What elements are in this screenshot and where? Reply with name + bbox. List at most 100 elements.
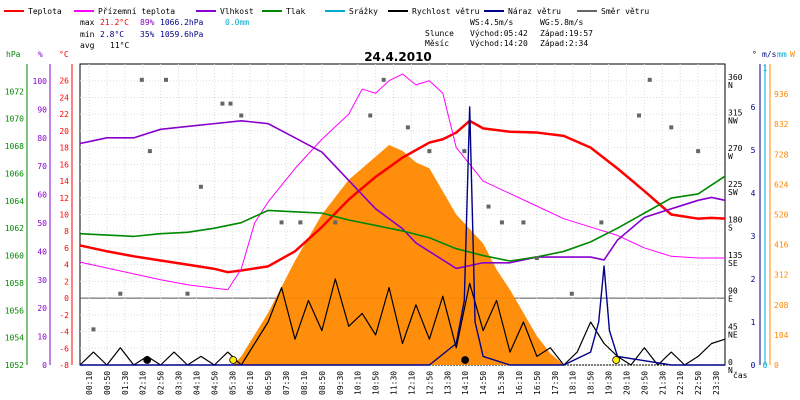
pressure-tick-label: 1060 bbox=[5, 252, 24, 261]
temp-tick-label: 12 bbox=[59, 194, 69, 203]
wind-direction-point bbox=[298, 220, 303, 225]
direction-tick-label: 135 bbox=[728, 251, 743, 260]
radiation-tick-label: 520 bbox=[774, 211, 789, 220]
rain-tick-label: 1 bbox=[763, 64, 768, 73]
x-tick-label: 18:50 bbox=[587, 371, 596, 395]
temp-tick-label: -6 bbox=[59, 344, 69, 353]
x-tick-label: 15:30 bbox=[497, 371, 506, 395]
wind-direction-point bbox=[333, 220, 338, 225]
temp-tick-label: 16 bbox=[59, 160, 69, 169]
x-tick-label: 22:10 bbox=[676, 371, 685, 395]
wind-direction-point bbox=[239, 113, 244, 118]
sun-set: Západ:19:57 bbox=[540, 29, 593, 38]
moon-set: Západ:2:34 bbox=[540, 39, 588, 48]
wind-direction-point bbox=[462, 149, 467, 154]
stats-max-temp: 21.2°C bbox=[100, 18, 129, 27]
x-tick-label: 14:50 bbox=[479, 371, 488, 395]
direction-tick-label: 90 bbox=[728, 287, 738, 296]
wind-tick-label: 6 bbox=[751, 103, 756, 112]
wind-direction-point bbox=[147, 149, 152, 154]
radiation-tick-label: 624 bbox=[774, 180, 789, 189]
x-tick-label: 17:30 bbox=[551, 371, 560, 395]
direction-name-label: W bbox=[728, 152, 733, 161]
pressure-tick-label: 1066 bbox=[5, 169, 24, 178]
wind-direction-point bbox=[381, 77, 386, 82]
x-tick-label: 00:10 bbox=[85, 371, 94, 395]
humidity-tick-label: 50 bbox=[37, 219, 47, 228]
radiation-tick-label: 832 bbox=[774, 120, 789, 129]
x-tick-label: 00:50 bbox=[103, 371, 112, 395]
direction-name-label: N bbox=[728, 366, 733, 375]
direction-name-label: E bbox=[728, 295, 733, 304]
stats-min-label: min bbox=[80, 30, 95, 39]
radiation-tick-label: 0 bbox=[774, 361, 779, 370]
direction-tick-label: 225 bbox=[728, 180, 743, 189]
direction-tick-label: 360 bbox=[728, 73, 743, 82]
humidity-tick-label: 70 bbox=[37, 162, 47, 171]
stats-max-rain: 0.0mm bbox=[225, 18, 249, 27]
humidity-tick-label: 20 bbox=[37, 304, 47, 313]
wind-direction-point bbox=[198, 184, 203, 189]
wind-tick-label: 5 bbox=[751, 146, 756, 155]
x-tick-label: 07:30 bbox=[282, 371, 291, 395]
pressure-tick-label: 1058 bbox=[5, 279, 24, 288]
temp-tick-label: 14 bbox=[59, 177, 69, 186]
sun-set-marker bbox=[612, 356, 621, 364]
pressure-tick-label: 1064 bbox=[5, 197, 24, 206]
pressure-tick-label: 1072 bbox=[5, 87, 24, 96]
series-line-tlak bbox=[79, 175, 726, 262]
wind-direction-point bbox=[220, 101, 225, 106]
temp-tick-label: -2 bbox=[59, 311, 69, 320]
wind-direction-point bbox=[669, 125, 674, 130]
x-tick-label: 08:50 bbox=[318, 371, 327, 395]
humidity-tick-label: 30 bbox=[37, 276, 47, 285]
moon-rise-marker bbox=[461, 356, 470, 364]
sun-label: Slunce bbox=[425, 29, 454, 38]
humidity-unit: % bbox=[38, 50, 43, 59]
x-tick-label: 23:30 bbox=[712, 371, 721, 395]
wind-direction-point bbox=[647, 77, 652, 82]
x-tick-label: 12:10 bbox=[407, 371, 416, 395]
x-tick-label: 16:50 bbox=[533, 371, 542, 395]
series-group bbox=[79, 73, 726, 366]
moon-set-marker bbox=[143, 356, 152, 364]
legend-label: Vlhkost bbox=[220, 7, 254, 16]
direction-tick-label: 45 bbox=[728, 322, 738, 331]
pressure-tick-label: 1070 bbox=[5, 115, 24, 124]
stats-avg-label: avg bbox=[80, 41, 95, 50]
wind-direction-point bbox=[599, 220, 604, 225]
direction-tick-label: 0 bbox=[728, 358, 733, 367]
x-tick-label: 06:50 bbox=[264, 371, 273, 395]
wind-tick-label: 4 bbox=[751, 189, 756, 198]
wind-direction-point bbox=[368, 113, 373, 118]
series-line-p-zemn-teplota bbox=[79, 73, 725, 291]
sun-rise: Východ:05:42 bbox=[470, 29, 528, 38]
radiation-area-group bbox=[233, 145, 564, 365]
temp-tick-label: 24 bbox=[59, 93, 69, 102]
wind-direction-point bbox=[118, 291, 123, 296]
direction-name-label: NW bbox=[728, 116, 738, 125]
time-unit: čas bbox=[733, 370, 748, 380]
pressure-tick-label: 1068 bbox=[5, 142, 24, 151]
x-tick-label: 01:30 bbox=[121, 371, 130, 395]
stats-max-humidity: 89% bbox=[140, 18, 155, 27]
direction-name-label: SW bbox=[728, 188, 738, 197]
temp-tick-label: 2 bbox=[64, 277, 69, 286]
temp-tick-label: 20 bbox=[59, 127, 69, 136]
temp-tick-label: 10 bbox=[59, 211, 69, 220]
legend-group: Teplota Přízemní teplota Vlhkost Tlak Srážky… bbox=[4, 7, 649, 16]
pressure-tick-label: 1062 bbox=[5, 224, 24, 233]
legend-label: Náraz větru bbox=[508, 7, 561, 16]
wind-direction-point bbox=[499, 220, 504, 225]
temp-tick-label: 6 bbox=[64, 244, 69, 253]
temp-tick-label: 4 bbox=[64, 261, 69, 270]
temp-tick-label: -4 bbox=[59, 328, 69, 337]
x-tick-label: 12:50 bbox=[425, 371, 434, 395]
direction-name-label: S bbox=[728, 223, 733, 232]
x-tick-label: 03:30 bbox=[175, 371, 184, 395]
x-tick-label: 22:50 bbox=[694, 371, 703, 395]
x-tick-label: 16:10 bbox=[515, 371, 524, 395]
x-tick-label: 10:10 bbox=[354, 371, 363, 395]
temp-tick-label: 22 bbox=[59, 110, 69, 119]
